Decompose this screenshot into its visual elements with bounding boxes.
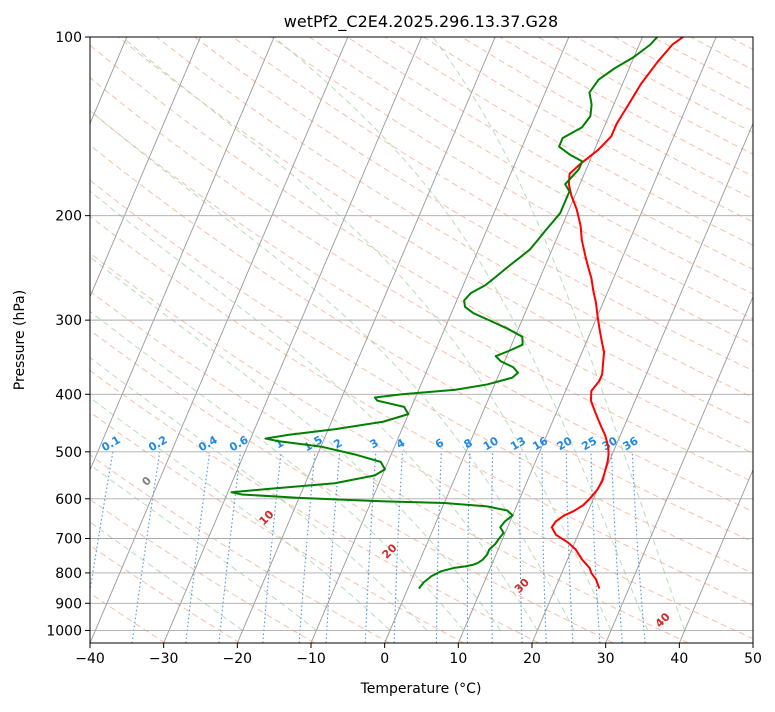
isotherm-line	[532, 37, 775, 643]
isotherm-line	[0, 37, 201, 643]
x-tick-label: 0	[380, 651, 389, 667]
mixing-ratio-label: 25	[579, 434, 599, 453]
moist-adiabat-line	[7, 37, 574, 630]
mixing-ratio-label: 0.6	[227, 433, 251, 454]
dry-adiabat-label: 30	[512, 576, 532, 596]
x-tick-label: 30	[597, 651, 615, 667]
dry-adiabat-line	[80, 37, 775, 643]
mixing-ratio-line	[365, 452, 376, 643]
chart-title: wetPf2_C2E4.2025.296.13.37.G28	[284, 12, 558, 32]
mixing-ratio-label: 4	[394, 436, 407, 451]
dry-adiabat-line	[0, 37, 315, 643]
mixing-ratio-label: 0.1	[99, 433, 122, 454]
temperature-profile-line	[552, 37, 683, 589]
moist-adiabat-line	[122, 37, 611, 630]
y-tick-label: 600	[55, 492, 82, 508]
x-tick-label: 10	[449, 651, 467, 667]
isotherm-line	[237, 37, 495, 643]
mixing-ratio-label: 13	[508, 434, 528, 453]
mixing-ratio-label: 36	[621, 434, 641, 453]
dry-adiabat-label: 0	[139, 474, 154, 489]
dry-adiabat-line	[767, 37, 775, 643]
mixing-ratio-line	[219, 452, 241, 643]
isotherm-line	[90, 37, 348, 643]
mixing-ratio-line	[591, 452, 600, 643]
mixing-ratio-label: 1	[273, 436, 286, 451]
dry-adiabat-line	[576, 37, 775, 643]
dry-adiabat-line	[538, 37, 775, 643]
dry-adiabat-label: 40	[653, 610, 673, 630]
mixing-ratio-line	[632, 452, 645, 643]
y-tick-label: 1000	[46, 623, 82, 639]
plot-frame	[90, 37, 753, 643]
x-tick-label: −30	[149, 651, 179, 667]
dry-adiabat-line	[424, 37, 775, 643]
mixing-ratio-label: 0.2	[146, 433, 169, 454]
dry-adiabat-line	[347, 37, 775, 643]
mixing-ratio-line	[82, 452, 113, 643]
mixing-ratio-label: 10	[481, 434, 501, 453]
dry-adiabat-line	[0, 37, 539, 643]
mixing-ratio-label: 20	[555, 434, 575, 453]
x-tick-label: 40	[670, 651, 688, 667]
mixing-ratio-label: 0.4	[196, 433, 220, 454]
moist-adiabat-line	[274, 37, 648, 630]
y-tick-label: 200	[55, 209, 82, 225]
dry-adiabat-line	[118, 37, 775, 643]
y-tick-label: 500	[55, 445, 82, 461]
y-tick-label: 300	[55, 313, 82, 329]
mixing-ratio-label: 8	[462, 436, 475, 451]
y-tick-label: 800	[55, 566, 82, 582]
y-axis-label: Pressure (hPa)	[12, 290, 28, 390]
mixing-ratio-label: 16	[530, 434, 550, 453]
isotherm-line	[458, 37, 716, 643]
dry-adiabat-line	[195, 37, 775, 643]
dry-adiabat-line	[653, 37, 775, 643]
mixing-ratio-line	[611, 452, 622, 643]
mixing-ratio-label: 30	[600, 434, 620, 453]
x-tick-label: −40	[75, 651, 105, 667]
moist-adiabat-line	[433, 37, 685, 630]
dry-adiabat-line	[691, 37, 775, 643]
isotherm-line	[753, 37, 775, 643]
mixing-ratio-line	[566, 452, 573, 643]
dry-adiabat-line	[157, 37, 775, 643]
isotherm-line	[385, 37, 643, 643]
dry-adiabat-line	[42, 37, 775, 643]
mixing-ratio-line	[186, 452, 210, 643]
dry-adiabat-line	[462, 37, 775, 643]
moist-adiabat-line	[0, 124, 316, 631]
x-tick-label: −10	[296, 651, 326, 667]
x-tick-label: −20	[223, 651, 253, 667]
y-tick-label: 400	[55, 387, 82, 403]
y-tick-label: 900	[55, 596, 82, 612]
mixing-ratio-line	[520, 452, 522, 643]
dry-adiabat-line	[729, 37, 775, 643]
x-axis-label: Temperature (°C)	[360, 681, 482, 697]
isotherm-line	[16, 37, 274, 643]
mixing-ratio-line	[326, 452, 340, 643]
x-tick-label: 50	[744, 651, 762, 667]
mixing-ratio-label: 3	[368, 436, 381, 451]
moist-adiabat-line	[0, 174, 243, 631]
x-tick-label: 20	[523, 651, 541, 667]
dry-adiabat-label: 10	[257, 508, 277, 528]
y-tick-label: 700	[55, 532, 82, 548]
mixing-ratio-line	[467, 452, 469, 643]
dry-adiabat-line	[0, 37, 240, 643]
mixing-ratio-label: 6	[433, 436, 446, 451]
isotherm-line	[679, 37, 775, 643]
y-tick-label: 100	[55, 30, 82, 46]
